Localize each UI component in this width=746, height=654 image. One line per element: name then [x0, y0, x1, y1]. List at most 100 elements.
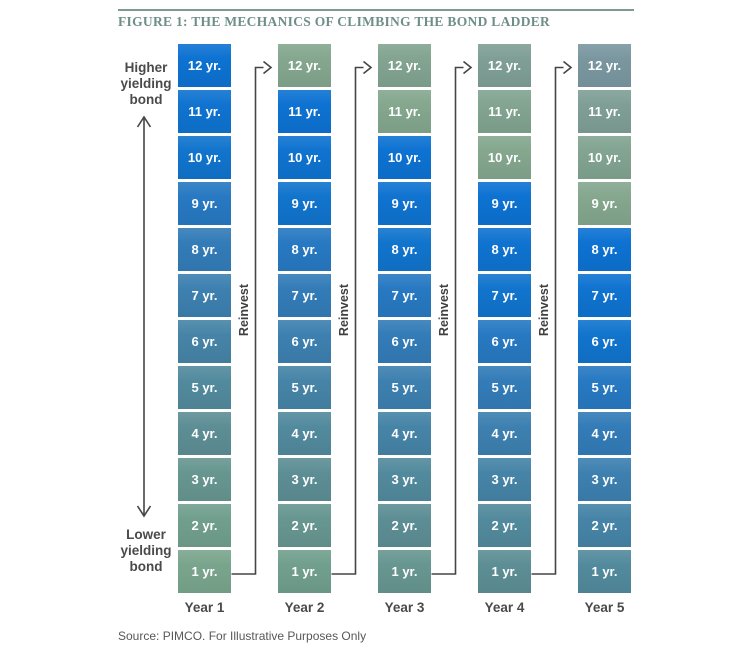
- bond-cell: 8 yr.: [178, 228, 231, 271]
- bond-cell-maturity: 6 yr.: [191, 334, 218, 349]
- bond-cell-maturity: 7 yr.: [191, 288, 218, 303]
- year-axis-label: Year 4: [484, 600, 525, 615]
- bond-cell: 12 yr.: [578, 44, 631, 87]
- bond-cell: 8 yr.: [478, 228, 531, 271]
- bond-cell: 7 yr.: [578, 274, 631, 317]
- bond-cell: 3 yr.: [378, 458, 431, 501]
- bond-cell-maturity: 12 yr.: [187, 58, 222, 73]
- reinvest-label: Reinvest: [537, 283, 551, 337]
- bond-cell: 8 yr.: [278, 228, 331, 271]
- bond-cell: 12 yr.: [178, 44, 231, 87]
- bond-cell: 6 yr.: [178, 320, 231, 363]
- bond-cell-maturity: 2 yr.: [191, 518, 218, 533]
- bond-cell: 6 yr.: [278, 320, 331, 363]
- bond-cell: 11 yr.: [478, 90, 531, 133]
- ladder-column-year-5: 12 yr. 11 yr. 10 yr. 9 yr. 8 yr. 7 yr. 6 yr. 5 …: [578, 44, 631, 615]
- bond-cell-maturity: 11 yr.: [488, 104, 521, 119]
- bond-cell: 9 yr.: [378, 182, 431, 225]
- bond-cell: 2 yr.: [178, 504, 231, 547]
- bond-cell-maturity: 11 yr.: [288, 104, 321, 119]
- bond-cell-maturity: 10 yr.: [587, 150, 622, 165]
- ladder-column-year-1: 12 yr. 11 yr. 10 yr. 9 yr. 8 yr. 7 yr. 6 yr. 5 …: [178, 44, 231, 615]
- bond-cell-maturity: 5 yr.: [491, 380, 518, 395]
- bond-cell-maturity: 9 yr.: [491, 196, 518, 211]
- higher-yield-line-1: Higher: [124, 60, 168, 75]
- bond-cell: 5 yr.: [278, 366, 331, 409]
- bond-cell: 5 yr.: [478, 366, 531, 409]
- bond-cell: 1 yr.: [478, 550, 531, 593]
- bond-cell-maturity: 1 yr.: [191, 564, 218, 579]
- bond-cell-maturity: 11 yr.: [188, 104, 221, 119]
- bond-cell-maturity: 12 yr.: [287, 58, 322, 73]
- source-note: Source: PIMCO. For Illustrative Purposes…: [118, 629, 367, 643]
- bond-cell-maturity: 9 yr.: [191, 196, 218, 211]
- bond-cell-maturity: 8 yr.: [291, 242, 318, 257]
- bond-cell: 11 yr.: [178, 90, 231, 133]
- bond-cell: 9 yr.: [278, 182, 331, 225]
- ladder-column-year-3: 12 yr. 11 yr. 10 yr. 9 yr. 8 yr. 7 yr. 6 yr. 5 …: [378, 44, 431, 615]
- bond-cell-maturity: 5 yr.: [591, 380, 618, 395]
- bond-cell: 11 yr.: [278, 90, 331, 133]
- bond-cell: 4 yr.: [278, 412, 331, 455]
- year-axis-label: Year 1: [184, 600, 225, 615]
- bond-cell-maturity: 3 yr.: [491, 472, 518, 487]
- reinvest-label: Reinvest: [437, 283, 451, 337]
- ladder-column-year-2: 12 yr. 11 yr. 10 yr. 9 yr. 8 yr. 7 yr. 6 yr. 5 …: [278, 44, 331, 615]
- bond-cell-maturity: 8 yr.: [491, 242, 518, 257]
- bond-cell-maturity: 7 yr.: [391, 288, 418, 303]
- bond-cell: 12 yr.: [478, 44, 531, 87]
- bond-cell: 2 yr.: [478, 504, 531, 547]
- bond-cell-maturity: 12 yr.: [587, 58, 622, 73]
- bond-cell-maturity: 6 yr.: [591, 334, 618, 349]
- bond-cell: 7 yr.: [178, 274, 231, 317]
- bond-cell: 12 yr.: [278, 44, 331, 87]
- bond-cell: 5 yr.: [578, 366, 631, 409]
- bond-cell: 2 yr.: [578, 504, 631, 547]
- bond-cell-maturity: 6 yr.: [491, 334, 518, 349]
- bond-cell-maturity: 7 yr.: [491, 288, 518, 303]
- bond-cell: 4 yr.: [178, 412, 231, 455]
- bond-cell-maturity: 1 yr.: [591, 564, 618, 579]
- bond-cell-maturity: 8 yr.: [591, 242, 618, 257]
- bond-cell-maturity: 2 yr.: [591, 518, 618, 533]
- bond-cell-maturity: 10 yr.: [387, 150, 422, 165]
- bond-cell: 6 yr.: [378, 320, 431, 363]
- bond-cell: 8 yr.: [378, 228, 431, 271]
- bond-cell-maturity: 3 yr.: [291, 472, 318, 487]
- bond-cell: 10 yr.: [478, 136, 531, 179]
- bond-cell: 11 yr.: [578, 90, 631, 133]
- bond-cell: 6 yr.: [578, 320, 631, 363]
- higher-yield-line-3: bond: [129, 92, 163, 107]
- bond-cell: 9 yr.: [578, 182, 631, 225]
- bond-cell: 2 yr.: [378, 504, 431, 547]
- bond-cell-maturity: 10 yr.: [287, 150, 322, 165]
- bond-cell-maturity: 4 yr.: [291, 426, 318, 441]
- bond-cell-maturity: 6 yr.: [391, 334, 418, 349]
- title-rule: [118, 9, 634, 11]
- higher-yield-label: Higher yielding bond: [106, 60, 186, 108]
- lower-yield-line-3: bond: [129, 559, 163, 574]
- ladder-column-year-4: 12 yr. 11 yr. 10 yr. 9 yr. 8 yr. 7 yr. 6 yr. 5 …: [478, 44, 531, 615]
- higher-yield-line-2: yielding: [120, 76, 172, 91]
- arrow-right-icon: [563, 60, 573, 75]
- bond-cell-maturity: 3 yr.: [191, 472, 218, 487]
- bond-cell: 1 yr.: [278, 550, 331, 593]
- bond-cell: 10 yr.: [278, 136, 331, 179]
- bond-cell-maturity: 5 yr.: [291, 380, 318, 395]
- year-axis-label: Year 2: [284, 600, 325, 615]
- figure-title: FIGURE 1: THE MECHANICS OF CLIMBING THE …: [118, 14, 551, 29]
- bond-cell-maturity: 1 yr.: [491, 564, 518, 579]
- bond-cell-maturity: 10 yr.: [187, 150, 222, 165]
- bond-cell: 4 yr.: [578, 412, 631, 455]
- lower-yield-label: Lower yielding bond: [106, 527, 186, 575]
- bond-cell-maturity: 2 yr.: [291, 518, 318, 533]
- bond-cell: 11 yr.: [378, 90, 431, 133]
- bond-cell-maturity: 7 yr.: [291, 288, 318, 303]
- bond-cell-maturity: 9 yr.: [291, 196, 318, 211]
- bond-cell-maturity: 1 yr.: [291, 564, 318, 579]
- bond-cell: 1 yr.: [378, 550, 431, 593]
- bond-cell: 1 yr.: [578, 550, 631, 593]
- bond-cell-maturity: 10 yr.: [487, 150, 522, 165]
- bond-cell-maturity: 8 yr.: [391, 242, 418, 257]
- bond-cell-maturity: 8 yr.: [191, 242, 218, 257]
